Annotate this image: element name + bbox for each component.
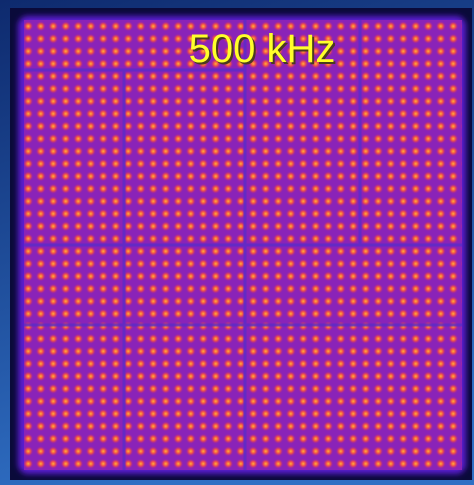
frequency-label: 500 kHz	[189, 27, 336, 71]
emission-image: 500 kHz 500 kHz	[0, 0, 474, 485]
